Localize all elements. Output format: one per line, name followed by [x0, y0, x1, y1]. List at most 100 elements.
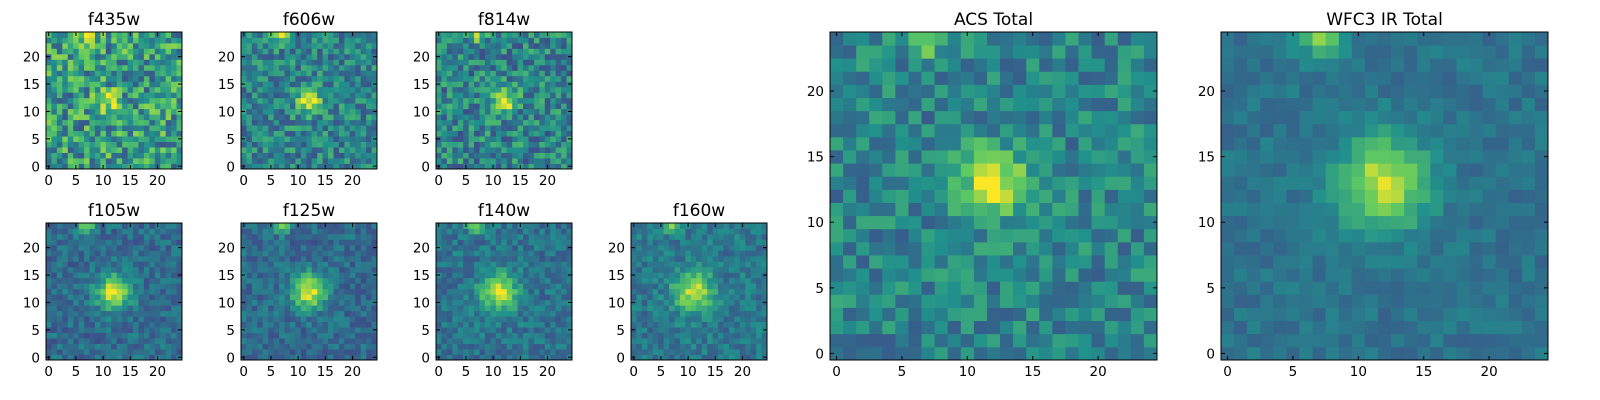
heatmap-cell [51, 130, 58, 137]
heatmap-cell [279, 349, 285, 355]
heatmap-cell [523, 141, 529, 148]
heatmap-cell [663, 228, 670, 235]
heatmap-cell [441, 86, 448, 93]
heatmap-cell [284, 42, 291, 49]
heatmap-cell [701, 283, 708, 290]
heatmap-cell [712, 272, 719, 279]
heatmap-cell [468, 152, 475, 159]
heatmap-cell [333, 244, 340, 251]
heatmap-cell [349, 261, 356, 268]
heatmap-cell [1039, 202, 1053, 217]
heatmap-cell [366, 305, 372, 312]
heatmap-cell [349, 233, 356, 240]
heatmap-cell [512, 48, 518, 55]
heatmap-cell [690, 239, 697, 246]
heatmap-cell [506, 32, 513, 38]
heatmap-cell [750, 255, 757, 262]
axes-frame [240, 31, 378, 170]
heatmap-cell [176, 158, 183, 164]
heatmap-cell [171, 244, 177, 251]
heatmap-cell [127, 233, 134, 240]
heatmap-cell [116, 136, 123, 142]
heatmap-cell [338, 332, 345, 339]
heatmap-cell [100, 81, 107, 88]
heatmap-cell [279, 288, 285, 295]
heatmap-cell [539, 244, 546, 251]
heatmap-cell [160, 163, 167, 170]
heatmap-cell [539, 316, 546, 323]
heatmap-cell [317, 316, 323, 323]
heatmap-cell [105, 277, 112, 284]
heatmap-cell [669, 294, 675, 301]
heatmap-cell [311, 299, 318, 306]
heatmap-cell [154, 48, 161, 55]
heatmap-cell [273, 136, 280, 142]
heatmap-cell [631, 294, 637, 301]
heatmap-cell [446, 53, 453, 60]
heatmap-cell [322, 158, 329, 164]
heatmap-cell [566, 75, 573, 82]
heatmap-cell [171, 223, 177, 229]
heatmap-cell [723, 299, 730, 306]
heatmap-cell [739, 250, 746, 257]
heatmap-cell [328, 244, 334, 251]
heatmap-cell [138, 327, 145, 333]
heatmap-cell [696, 288, 703, 295]
heatmap-cell [882, 150, 896, 164]
heatmap-cell [446, 244, 453, 251]
heatmap-cell [366, 316, 372, 323]
heatmap-cell [468, 48, 475, 55]
heatmap-cell [111, 283, 118, 290]
heatmap-cell [51, 141, 58, 148]
heatmap-cell [257, 70, 264, 77]
heatmap-cell [1091, 228, 1106, 243]
heatmap-cell [745, 354, 752, 361]
heatmap-cell [934, 241, 949, 256]
heatmap-cell [452, 316, 459, 323]
heatmap-cell [122, 250, 128, 257]
heatmap-cell [46, 147, 52, 153]
heatmap-cell [734, 272, 741, 279]
heatmap-cell [311, 338, 318, 344]
heatmap-cell [479, 332, 486, 339]
heatmap-cell [322, 343, 329, 350]
heatmap-cell [718, 343, 724, 350]
heatmap-cell [279, 152, 285, 159]
heatmap-cell [463, 147, 470, 153]
heatmap-cell [251, 261, 258, 268]
heatmap-cell [371, 255, 378, 262]
heatmap-cell [631, 321, 637, 328]
heatmap-cell [111, 277, 118, 284]
heatmap-cell [669, 349, 675, 355]
heatmap-cell [566, 141, 573, 148]
heatmap-cell [921, 215, 936, 230]
heatmap-cell [512, 86, 518, 93]
heatmap-cell [295, 125, 302, 132]
heatmap-cell [100, 103, 107, 110]
heatmap-cell [947, 320, 962, 335]
heatmap-cell [160, 53, 167, 60]
heatmap-cell [696, 332, 703, 339]
heatmap-cell [895, 294, 909, 308]
heatmap-cell [273, 299, 280, 306]
heatmap-cell [262, 152, 269, 159]
heatmap-cell [284, 147, 291, 153]
heatmap-cell [56, 288, 63, 295]
heatmap-cell [73, 125, 80, 132]
heatmap-cell [262, 266, 269, 273]
heatmap-cell [306, 288, 313, 295]
heatmap-cell [550, 158, 557, 164]
heatmap-cell [344, 277, 351, 284]
heatmap-cell [561, 233, 567, 240]
heatmap-cell [279, 277, 285, 284]
heatmap-cell [501, 277, 508, 284]
heatmap-cell [1078, 307, 1092, 322]
heatmap-cell [501, 125, 508, 132]
heatmap-cell [241, 305, 247, 312]
heatmap-cell [165, 141, 172, 148]
heatmap-cell [1000, 268, 1014, 282]
heatmap-cell [685, 272, 692, 279]
heatmap-cell [165, 86, 172, 93]
heatmap-cell [371, 321, 378, 328]
